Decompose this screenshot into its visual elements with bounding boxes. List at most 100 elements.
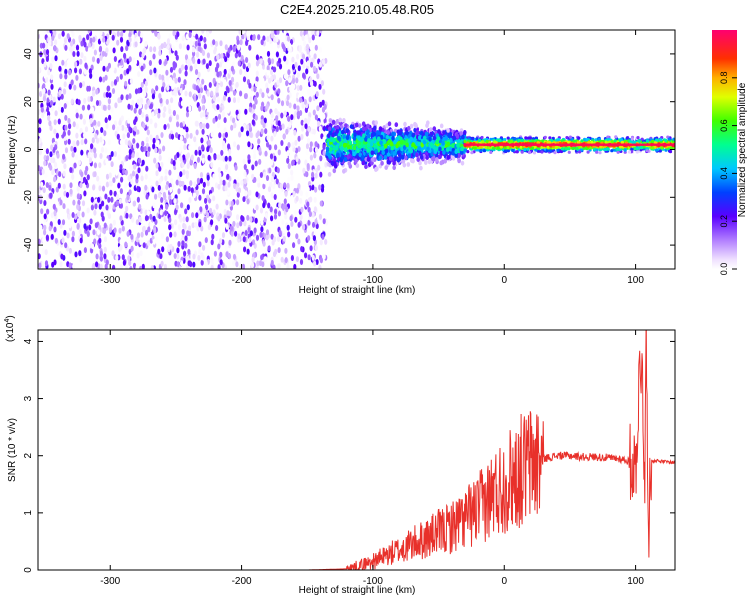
spectrogram-cell bbox=[50, 83, 54, 90]
spectrogram-cell bbox=[249, 131, 253, 138]
spectrogram-cell bbox=[212, 144, 216, 151]
spectrogram-cell bbox=[212, 102, 216, 109]
spectrogram-cell bbox=[344, 123, 348, 128]
spectrogram-cell bbox=[121, 254, 125, 261]
spectrogram-cell bbox=[267, 186, 272, 193]
spectrogram-cells bbox=[38, 30, 675, 269]
spectrogram-cell bbox=[110, 106, 114, 113]
spectrogram-cell bbox=[219, 238, 223, 244]
spectrogram-cell bbox=[313, 206, 317, 213]
spectrogram-cell bbox=[196, 172, 200, 179]
spectrogram-cell bbox=[285, 58, 289, 65]
spectrogram-cell bbox=[185, 173, 189, 180]
spectrogram-cell bbox=[83, 176, 87, 183]
spectrogram-cell bbox=[278, 202, 282, 209]
spectrogram-cell bbox=[149, 134, 153, 141]
spectrogram-cell bbox=[370, 150, 375, 156]
spectrogram-cell bbox=[229, 51, 233, 57]
spectrogram-cell bbox=[318, 213, 322, 220]
spectrogram-cell bbox=[318, 125, 322, 132]
spectrogram-cell bbox=[135, 173, 139, 180]
spectrogram-cell bbox=[229, 85, 233, 92]
spectrogram-cell bbox=[77, 159, 81, 166]
spectrogram-cell bbox=[112, 124, 116, 131]
spectrogram-cell bbox=[226, 189, 230, 196]
spectrogram-cell bbox=[361, 160, 366, 166]
spectrogram-cell bbox=[308, 211, 312, 217]
spectrogram-cell bbox=[119, 73, 123, 80]
spectrogram-cell bbox=[76, 193, 80, 200]
spectrogram-cell bbox=[210, 264, 214, 269]
spectrogram-cell bbox=[317, 120, 321, 127]
spectrogram-cell bbox=[49, 125, 53, 131]
spectrogram-cell bbox=[326, 133, 331, 139]
spectrogram-cell bbox=[236, 39, 240, 46]
spectrogram-cell bbox=[202, 123, 206, 130]
spectrogram-cell bbox=[277, 88, 281, 95]
spectrogram-cell bbox=[108, 180, 112, 187]
spectrogram-cell bbox=[309, 50, 313, 56]
spectrogram-cell bbox=[210, 257, 214, 264]
spectrogram-cell bbox=[291, 64, 296, 70]
spectrogram-cell bbox=[95, 261, 99, 268]
spectrogram-cell bbox=[198, 92, 202, 99]
spectrogram-cell bbox=[220, 149, 224, 156]
spectrogram-cell bbox=[227, 253, 232, 260]
spectrogram-cell bbox=[245, 57, 249, 63]
spectrogram-cell bbox=[155, 85, 159, 92]
spectrogram-cell bbox=[295, 187, 299, 194]
spectrogram-cell bbox=[297, 135, 301, 142]
spectrogram-cell bbox=[341, 129, 345, 135]
spectrogram-cell bbox=[319, 171, 323, 178]
spectrogram-cell bbox=[223, 68, 227, 75]
spectrogram-cell bbox=[157, 192, 162, 199]
spectrogram-cell bbox=[67, 138, 71, 145]
spectrogram-cell bbox=[146, 210, 151, 217]
spectrogram-cell bbox=[133, 143, 137, 150]
spectrogram-cell bbox=[126, 68, 130, 75]
spectrogram-cell bbox=[51, 35, 55, 41]
spectrogram-cell bbox=[460, 160, 465, 166]
spectrogram-cell bbox=[184, 64, 188, 71]
spectrogram-cell bbox=[193, 95, 197, 102]
spectrogram-cell bbox=[300, 246, 304, 252]
spectrogram-cell bbox=[319, 257, 323, 264]
spectrogram-cell bbox=[105, 122, 109, 129]
spectrogram-cell bbox=[71, 174, 75, 180]
spectrogram-cell bbox=[46, 208, 50, 215]
spectrogram-cell bbox=[141, 146, 145, 153]
spectrogram-cell bbox=[211, 233, 215, 240]
spectrogram-cell bbox=[284, 247, 288, 254]
spectrogram-cell bbox=[294, 147, 299, 154]
spectrogram-cell bbox=[115, 169, 119, 176]
spectrogram-cell bbox=[110, 196, 114, 203]
spectrogram-cell bbox=[58, 65, 62, 72]
spectrogram-cell bbox=[42, 42, 46, 49]
spectrogram-cell bbox=[244, 108, 248, 115]
spectrogram-cell bbox=[235, 261, 239, 268]
spectrogram-cell bbox=[170, 97, 174, 104]
spectrogram-cell bbox=[217, 264, 221, 269]
spectrogram-cell bbox=[59, 129, 63, 136]
spectrogram-cell bbox=[299, 259, 304, 265]
spectrogram-cell bbox=[199, 206, 203, 213]
spectrogram-cell bbox=[151, 88, 155, 95]
spectrogram-cell bbox=[40, 181, 44, 188]
spectrogram-cell bbox=[124, 139, 128, 145]
spectrogram-cell bbox=[232, 89, 237, 96]
spectrogram-cell bbox=[322, 113, 326, 120]
spectrogram-cell bbox=[232, 253, 237, 260]
spectrogram-cell bbox=[66, 33, 70, 40]
spectrogram-cell bbox=[120, 59, 124, 66]
spectrogram-cell bbox=[165, 75, 169, 82]
spectrogram-cell bbox=[635, 150, 639, 154]
spectrogram-cell bbox=[217, 167, 221, 173]
spectrogram-cell bbox=[205, 204, 209, 211]
spectrogram-cell bbox=[316, 30, 320, 37]
spectrogram-cell bbox=[65, 191, 70, 198]
spectrogram-cell bbox=[111, 34, 115, 41]
spectrogram-cell bbox=[370, 157, 375, 162]
spectrogram-cell bbox=[457, 153, 462, 158]
spectrogram-cell bbox=[277, 210, 281, 217]
spectrogram-cell bbox=[237, 44, 241, 51]
